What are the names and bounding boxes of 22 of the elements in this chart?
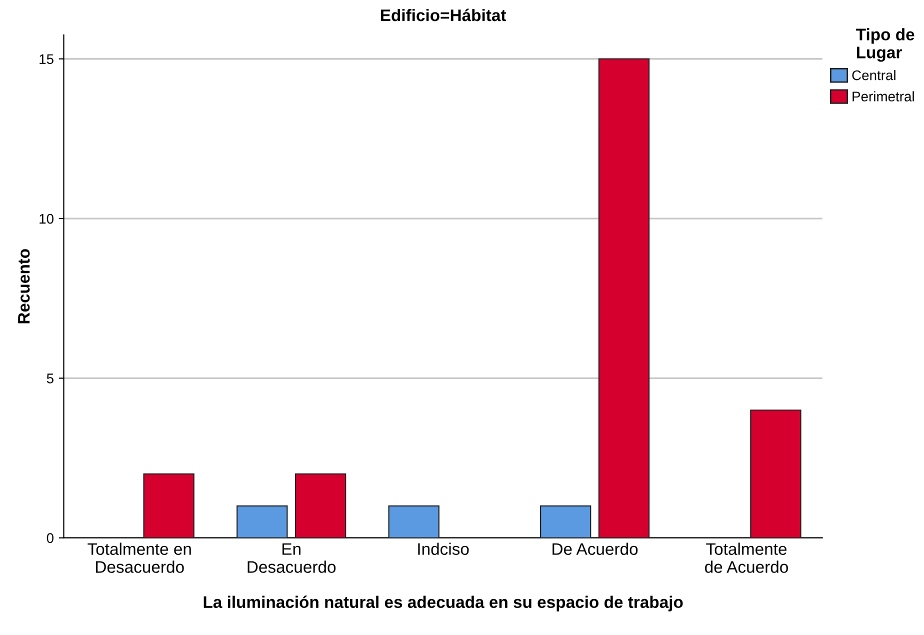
x-tick-label: Indciso — [418, 542, 469, 555]
y-axis-title: Recuento — [18, 249, 30, 324]
bar — [236, 505, 288, 538]
bar — [750, 410, 802, 538]
x-tick-label: Totalmente en Desacuerdo — [88, 542, 191, 573]
y-tick-label: 10 — [40, 214, 54, 224]
y-tick-label: 15 — [40, 54, 54, 64]
y-tick-label: 0 — [46, 533, 54, 544]
legend-title: Tipo de Lugar — [856, 28, 914, 62]
y-tick-label: 5 — [46, 374, 54, 384]
bar — [540, 505, 592, 538]
x-tick-label: Totalmente de Acuerdo — [705, 542, 788, 573]
chart-title: Edificio=Hábitat — [380, 8, 506, 22]
x-axis-title: La iluminación natural es adecuada en su espacio de trabajo — [204, 596, 683, 612]
bar — [143, 473, 194, 538]
legend-label: Central — [852, 70, 896, 80]
bar — [388, 505, 440, 538]
bar — [294, 473, 346, 538]
x-tick-label: En Desacuerdo — [248, 543, 336, 573]
bar — [598, 58, 650, 538]
x-tick-label: De Acuerdo — [552, 542, 638, 555]
legend-label: Perimetral — [852, 91, 914, 102]
